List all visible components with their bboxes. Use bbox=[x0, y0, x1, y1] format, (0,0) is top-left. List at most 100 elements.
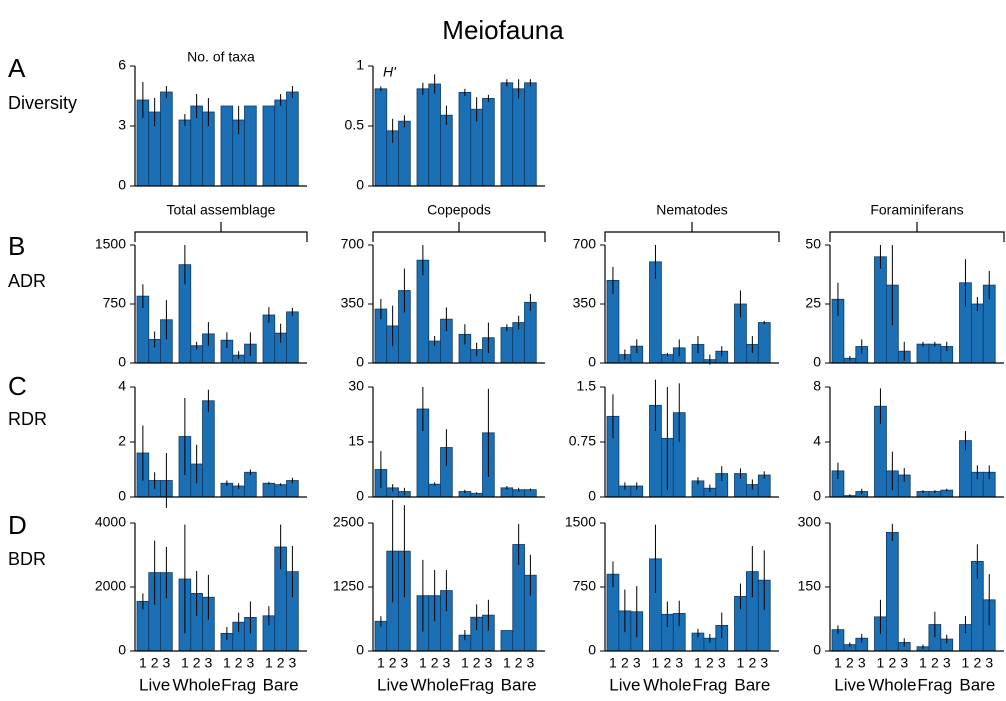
x-group-label: Whole bbox=[868, 675, 916, 694]
y-tick-label: 25 bbox=[805, 295, 821, 311]
y-tick-label: 0 bbox=[356, 488, 364, 504]
y-tick-label: 0.5 bbox=[345, 117, 365, 133]
y-tick-label: 4 bbox=[118, 378, 126, 394]
x-subgroup-label: 1 bbox=[877, 655, 885, 671]
bar bbox=[512, 88, 525, 187]
x-group-label: Whole bbox=[411, 675, 459, 694]
y-tick-label: 0 bbox=[588, 488, 596, 504]
row-label: BDR bbox=[8, 549, 46, 569]
bar bbox=[524, 301, 537, 364]
x-group-label: Live bbox=[834, 675, 865, 694]
x-subgroup-label: 2 bbox=[389, 655, 397, 671]
x-subgroup-label: 2 bbox=[931, 655, 939, 671]
y-tick-label: 750 bbox=[573, 578, 597, 594]
x-subgroup-label: 1 bbox=[139, 655, 147, 671]
x-subgroup-label: 2 bbox=[193, 655, 201, 671]
bracket bbox=[829, 222, 1005, 242]
bar bbox=[971, 303, 984, 364]
bar bbox=[886, 531, 899, 652]
figure-title: Meiofauna bbox=[442, 15, 564, 45]
x-subgroup-label: 3 bbox=[527, 655, 535, 671]
x-subgroup-label: 2 bbox=[473, 655, 481, 671]
y-tick-label: 350 bbox=[341, 295, 365, 311]
x-group-label: Bare bbox=[959, 675, 995, 694]
y-tick-label: 0 bbox=[813, 642, 821, 658]
y-tick-label: 0 bbox=[118, 642, 126, 658]
x-subgroup-label: 1 bbox=[503, 655, 511, 671]
row-letter: A bbox=[8, 53, 26, 83]
x-group-label: Frag bbox=[692, 675, 727, 694]
bracket bbox=[604, 222, 780, 242]
y-tick-label: 30 bbox=[348, 378, 364, 394]
y-tick-label: 0 bbox=[356, 642, 364, 658]
x-subgroup-label: 3 bbox=[633, 655, 641, 671]
bar bbox=[202, 400, 215, 498]
x-group-label: Bare bbox=[501, 675, 537, 694]
row-label: RDR bbox=[8, 409, 47, 429]
bar bbox=[244, 471, 257, 498]
y-tick-label: 0 bbox=[588, 354, 596, 370]
y-tick-label: 0 bbox=[356, 177, 364, 193]
y-tick-label: 1.5 bbox=[577, 378, 597, 394]
y-tick-label: 0 bbox=[588, 642, 596, 658]
y-tick-label: 0 bbox=[813, 488, 821, 504]
y-tick-label: 2 bbox=[118, 433, 126, 449]
y-tick-label: 1 bbox=[356, 57, 364, 73]
column-title: Total assemblage bbox=[167, 202, 276, 218]
x-subgroup-label: 2 bbox=[663, 655, 671, 671]
bar bbox=[374, 88, 388, 187]
x-subgroup-label: 2 bbox=[621, 655, 629, 671]
bar bbox=[458, 92, 472, 187]
y-tick-label: 300 bbox=[798, 514, 822, 530]
y-tick-label: 700 bbox=[341, 236, 365, 252]
y-tick-label: 0 bbox=[118, 354, 126, 370]
x-subgroup-label: 1 bbox=[834, 655, 842, 671]
bar bbox=[244, 105, 257, 187]
bar bbox=[440, 114, 453, 187]
bar bbox=[398, 120, 411, 187]
bar bbox=[178, 119, 192, 187]
y-tick-label: 1250 bbox=[333, 578, 364, 594]
bar bbox=[874, 256, 887, 364]
y-tick-label: 1500 bbox=[95, 236, 126, 252]
bar bbox=[428, 483, 441, 498]
bar bbox=[160, 91, 173, 187]
y-tick-label: 0 bbox=[813, 354, 821, 370]
x-group-label: Frag bbox=[459, 675, 494, 694]
bar bbox=[274, 484, 287, 498]
y-tick-label: 2000 bbox=[95, 578, 126, 594]
x-subgroup-label: 3 bbox=[289, 655, 297, 671]
x-subgroup-label: 2 bbox=[277, 655, 285, 671]
column-title: Copepods bbox=[427, 202, 491, 218]
x-subgroup-label: 2 bbox=[235, 655, 243, 671]
row-label: ADR bbox=[8, 271, 46, 291]
y-tick-label: 2500 bbox=[333, 514, 364, 530]
x-subgroup-label: 2 bbox=[748, 655, 756, 671]
x-subgroup-label: 3 bbox=[985, 655, 993, 671]
x-subgroup-label: 3 bbox=[443, 655, 451, 671]
bar bbox=[500, 82, 514, 187]
y-tick-label: 0.75 bbox=[569, 433, 596, 449]
x-subgroup-label: 2 bbox=[151, 655, 159, 671]
y-tick-label: 350 bbox=[573, 295, 597, 311]
x-subgroup-label: 1 bbox=[181, 655, 189, 671]
x-subgroup-label: 3 bbox=[858, 655, 866, 671]
x-subgroup-label: 1 bbox=[419, 655, 427, 671]
panel-title: H' bbox=[383, 64, 397, 80]
bar bbox=[262, 482, 276, 498]
x-group-label: Frag bbox=[221, 675, 256, 694]
bar bbox=[286, 311, 299, 364]
x-subgroup-label: 1 bbox=[377, 655, 385, 671]
x-subgroup-label: 2 bbox=[515, 655, 523, 671]
x-subgroup-label: 1 bbox=[223, 655, 231, 671]
y-tick-label: 150 bbox=[798, 578, 822, 594]
x-subgroup-label: 3 bbox=[760, 655, 768, 671]
x-subgroup-label: 3 bbox=[718, 655, 726, 671]
x-subgroup-label: 2 bbox=[431, 655, 439, 671]
y-tick-label: 15 bbox=[348, 433, 364, 449]
x-subgroup-label: 2 bbox=[888, 655, 896, 671]
y-tick-label: 50 bbox=[805, 236, 821, 252]
x-subgroup-label: 3 bbox=[247, 655, 255, 671]
y-tick-label: 8 bbox=[813, 378, 821, 394]
